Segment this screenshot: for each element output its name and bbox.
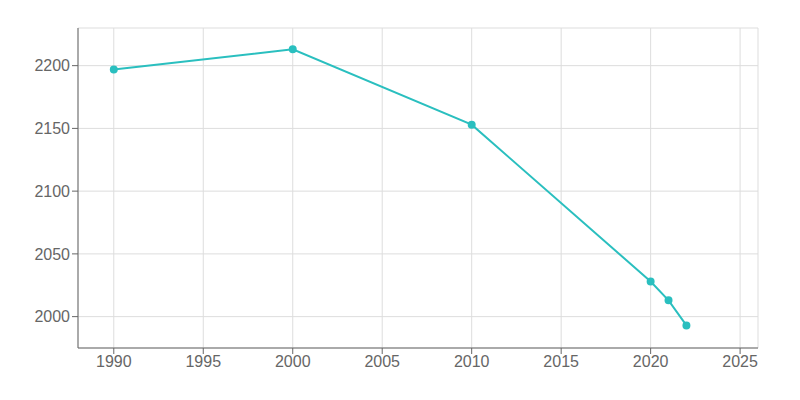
svg-text:2000: 2000 [275,353,311,370]
svg-text:2015: 2015 [543,353,579,370]
svg-text:2005: 2005 [364,353,400,370]
svg-text:2020: 2020 [633,353,669,370]
svg-text:2025: 2025 [722,353,758,370]
svg-text:2200: 2200 [34,57,70,74]
svg-text:1990: 1990 [96,353,132,370]
svg-text:2000: 2000 [34,308,70,325]
svg-text:1995: 1995 [185,353,221,370]
svg-text:2100: 2100 [34,183,70,200]
svg-text:2150: 2150 [34,120,70,137]
svg-text:2010: 2010 [454,353,490,370]
svg-text:2050: 2050 [34,246,70,263]
